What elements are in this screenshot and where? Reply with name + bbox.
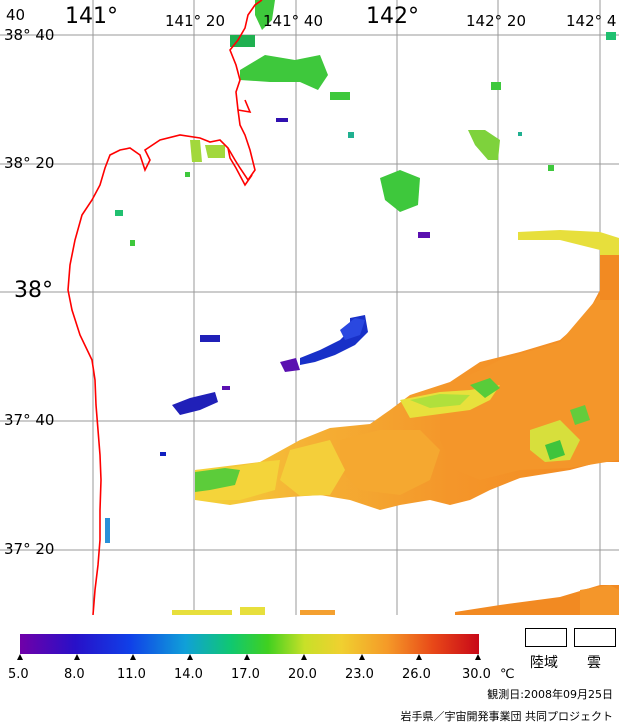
tick-mark [17, 654, 23, 660]
lat-label-37-20: 37° 20 [4, 540, 55, 558]
tick-label: 17.0 [231, 667, 260, 682]
map-canvas [0, 0, 619, 615]
tick-label: 5.0 [8, 667, 29, 682]
lon-label-141: 141° [65, 4, 118, 29]
tick-mark [187, 654, 193, 660]
tick-mark [475, 654, 481, 660]
tick-mark [244, 654, 250, 660]
lon-label-141-40: 141° 40 [263, 12, 323, 30]
lon-label-142: 142° [366, 4, 419, 29]
coastline [67, 0, 263, 615]
graticule [0, 0, 619, 615]
cold-patches [105, 118, 430, 543]
warm-water-band [195, 230, 619, 510]
tick-label: 11.0 [117, 667, 146, 682]
temperature-colorbar [20, 634, 479, 654]
lat-label-38: 38° [14, 278, 53, 303]
lon-label-142-20: 142° 20 [466, 12, 526, 30]
tick-label: 20.0 [288, 667, 317, 682]
tick-mark [74, 654, 80, 660]
lon-label-141-20: 141° 20 [165, 12, 225, 30]
sst-map: 40 141° 141° 20 141° 40 142° 142° 20 142… [0, 0, 619, 615]
credit-line: 岩手県／宇宙開発事業団 共同プロジェクト [400, 710, 614, 723]
land-label: 陸域 [530, 655, 558, 671]
cool-patches [115, 0, 616, 456]
tick-label: 26.0 [402, 667, 431, 682]
cloud-swatch [574, 628, 616, 647]
corner-label: 40 [6, 6, 26, 24]
tick-label: 30.0 [462, 667, 491, 682]
tick-mark [359, 654, 365, 660]
observation-date: 観測日:2008年09月25日 [487, 688, 613, 701]
lat-label-38-40: 38° 40 [4, 26, 55, 44]
tick-mark [416, 654, 422, 660]
tick-label: 8.0 [64, 667, 85, 682]
land-swatch [525, 628, 567, 647]
cloud-label: 雲 [587, 655, 601, 671]
lat-label-38-20: 38° 20 [4, 154, 55, 172]
lon-label-142-40: 142° 4 [566, 12, 617, 30]
tick-mark [301, 654, 307, 660]
tick-mark [130, 654, 136, 660]
tick-label: 14.0 [174, 667, 203, 682]
unit-label: ℃ [500, 667, 515, 682]
lat-label-37-40: 37° 40 [4, 411, 55, 429]
tick-label: 23.0 [345, 667, 374, 682]
warm-water-south [172, 585, 619, 615]
